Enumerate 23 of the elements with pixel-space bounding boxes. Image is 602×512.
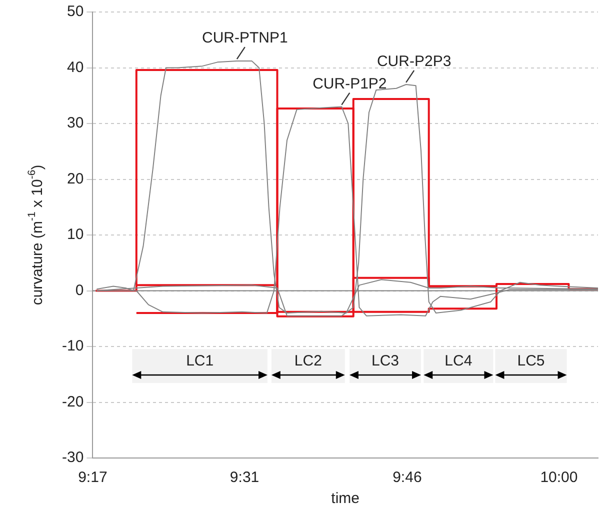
- band-label: LC3: [371, 352, 400, 370]
- series-label: CUR-P1P2: [312, 75, 387, 92]
- band-label: LC5: [517, 352, 545, 370]
- y-tick-label: 0: [75, 282, 84, 299]
- y-tick-label: 50: [66, 3, 84, 20]
- y-tick-label: 20: [66, 170, 84, 188]
- x-tick-label: 9:17: [78, 469, 108, 486]
- y-tick-label: -30: [62, 449, 84, 466]
- series-label: CUR-PTNP1: [202, 30, 288, 47]
- y-tick-label: 30: [66, 114, 84, 132]
- band-label: LC4: [444, 352, 472, 370]
- x-axis-title: time: [331, 490, 360, 508]
- y-axis-title: curvature (m-1 x 10-6): [26, 164, 46, 306]
- x-tick-label: 9:46: [392, 469, 422, 486]
- y-tick-label: -10: [62, 338, 84, 355]
- band-label: LC2: [294, 352, 322, 370]
- band-label: LC1: [186, 352, 214, 370]
- y-tick-label: 10: [66, 226, 84, 244]
- y-tick-label: 40: [66, 58, 84, 76]
- x-tick-label: 9:31: [230, 469, 260, 486]
- series-label: CUR-P2P3: [376, 53, 452, 70]
- x-tick-label: 10:00: [540, 469, 578, 486]
- y-tick-label: -20: [62, 393, 84, 410]
